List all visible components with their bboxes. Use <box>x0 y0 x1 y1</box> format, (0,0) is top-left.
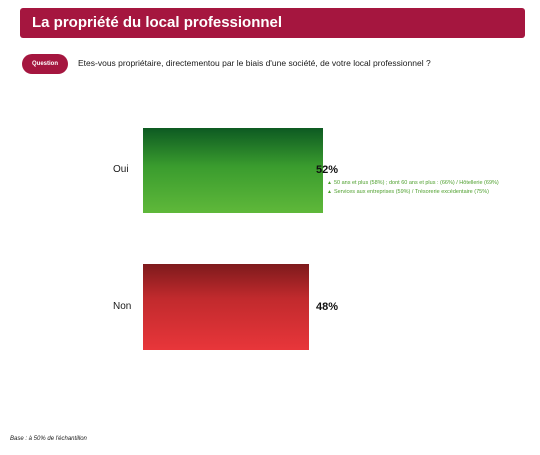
category-label-oui: Oui <box>113 164 129 175</box>
title-bar: La propriété du local professionnel <box>20 8 525 38</box>
question-badge: Question <box>22 54 68 74</box>
up-triangle-icon: ▲ <box>327 189 332 195</box>
up-triangle-icon: ▲ <box>327 180 332 186</box>
category-label-non: Non <box>113 301 132 312</box>
bar-non <box>143 264 309 350</box>
bar-oui <box>143 128 323 213</box>
page-title: La propriété du local professionnel <box>32 14 283 31</box>
value-label-oui: 52% <box>316 164 339 176</box>
annotation-line-1: ▲ 50 ans et plus (58%) ; dont 60 ans et p… <box>327 180 499 186</box>
question-text: Etes-vous propriétaire, directementou pa… <box>78 58 431 68</box>
annotation-line-2: ▲ Services aux entreprises (59%) / Trésor… <box>327 189 489 195</box>
base-note: Base : à 50% de l'échantillon <box>10 436 87 442</box>
value-label-non: 48% <box>316 301 339 313</box>
